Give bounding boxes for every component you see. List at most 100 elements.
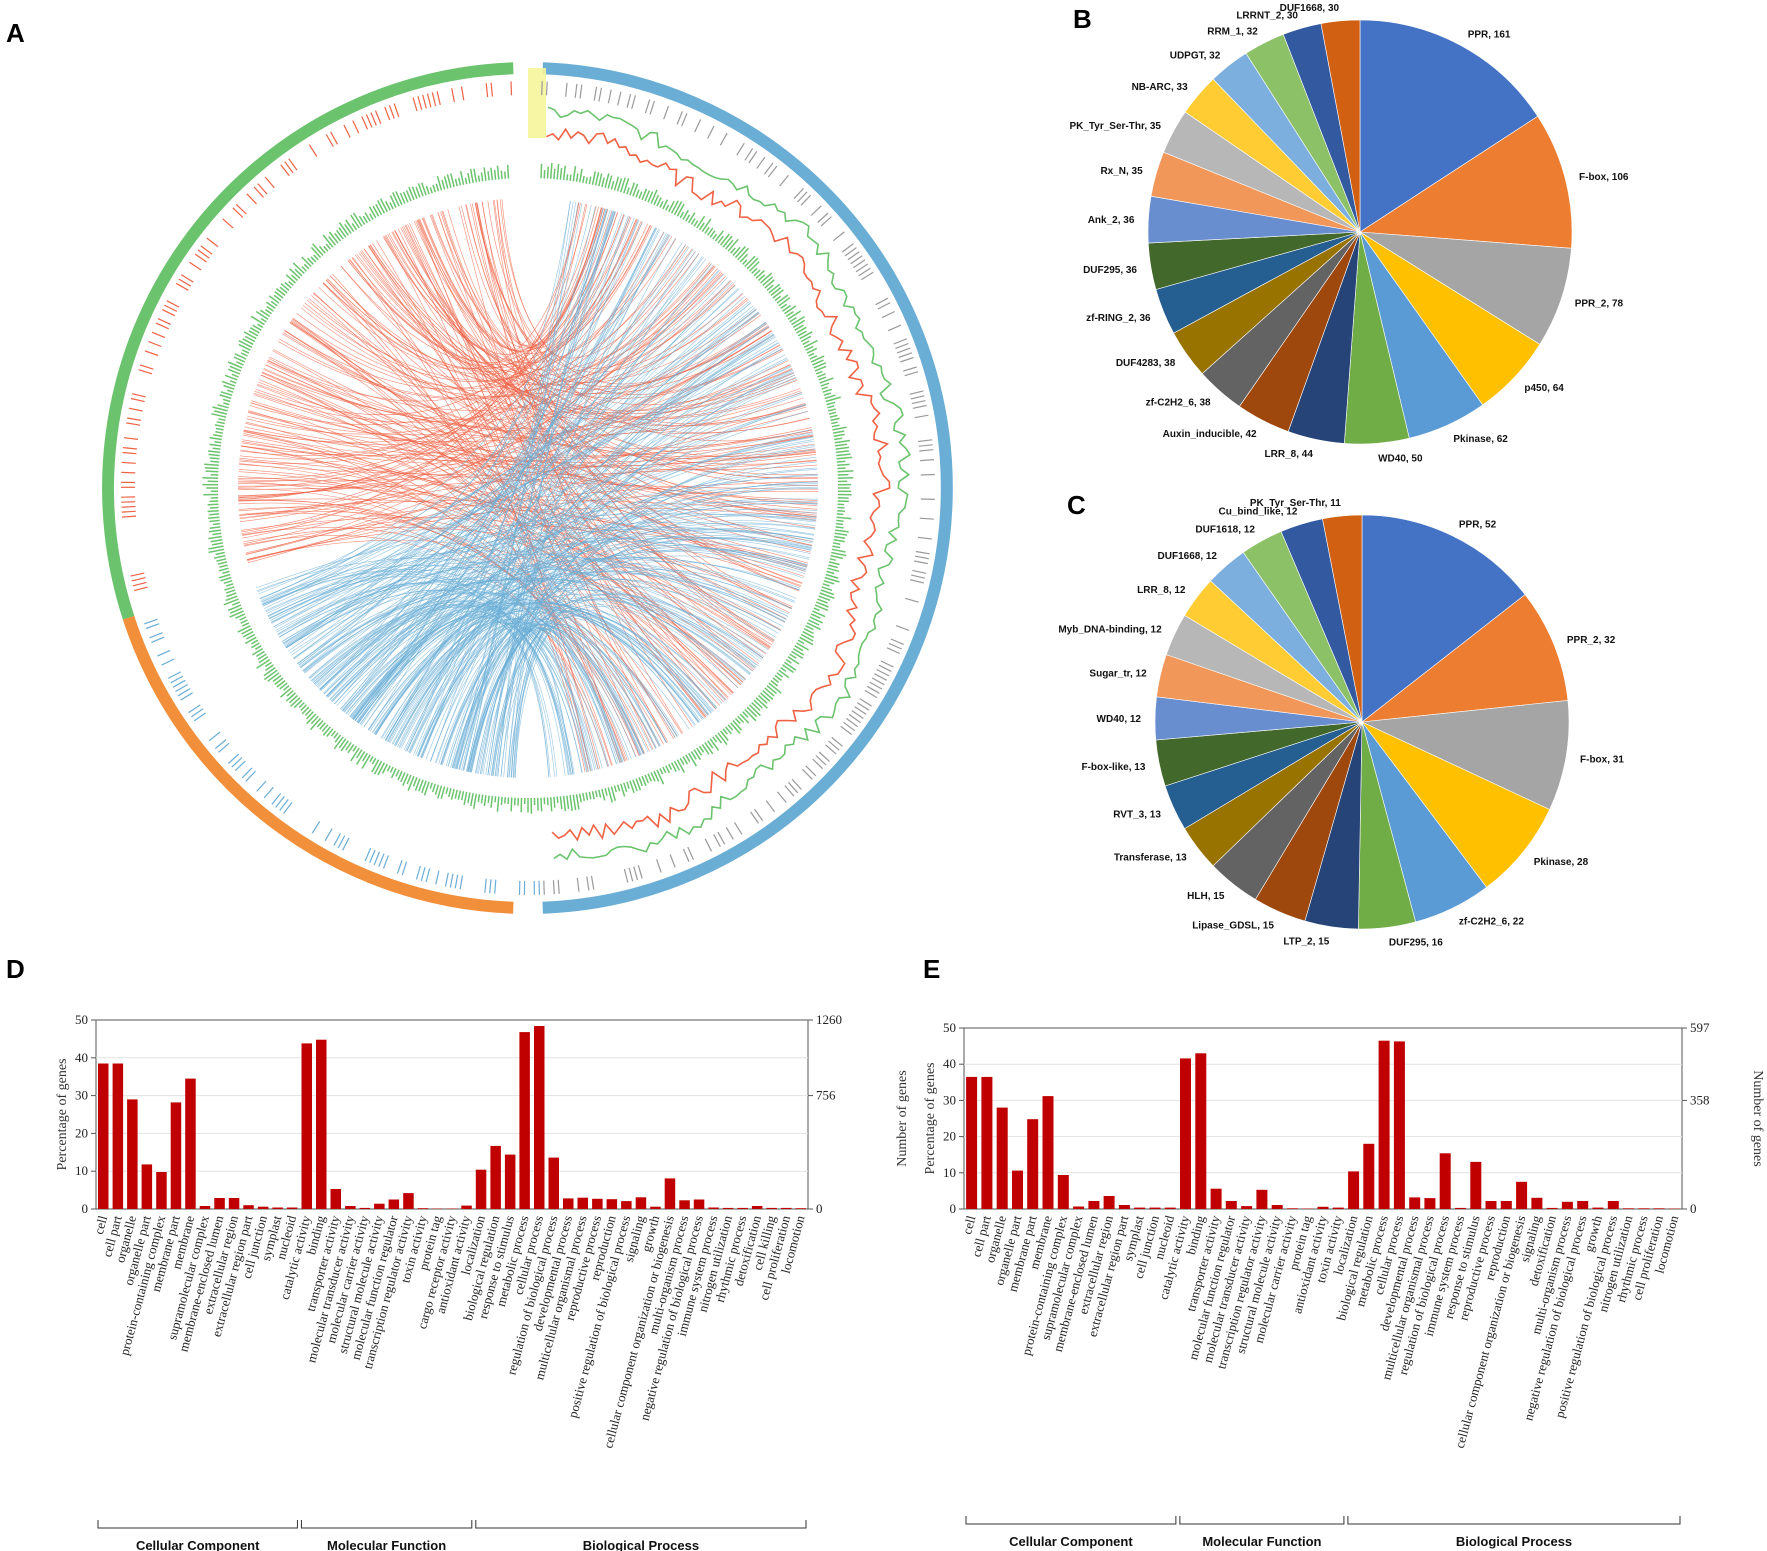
circos-histogram-bar — [701, 218, 712, 233]
circos-link-red — [260, 374, 717, 710]
circos-histogram-bar — [762, 690, 774, 700]
barE-y-tick-label: 40 — [943, 1056, 956, 1071]
circos-tick-mark — [155, 322, 169, 330]
circos-tick-mark — [637, 865, 643, 879]
circos-histogram-bar — [755, 270, 765, 279]
circos-histogram-bar — [822, 583, 830, 587]
circos-segment-3 — [542, 62, 953, 914]
circos-link-blue — [387, 488, 819, 742]
circos-histogram-bar — [835, 522, 844, 526]
circos-histogram-bar — [755, 697, 768, 709]
circos-histogram-bar — [676, 759, 686, 773]
circos-histogram-bar — [254, 645, 262, 650]
circos-histogram-bar — [768, 682, 782, 694]
barD-group-label: Molecular Function — [327, 1538, 446, 1551]
circos-histogram-bar — [294, 268, 303, 277]
circos-tick-mark — [912, 404, 927, 409]
circos-histogram-bar — [256, 658, 271, 669]
circos-tick-mark — [168, 671, 181, 679]
circos-histogram-bar — [494, 796, 497, 803]
circos-link-blue — [355, 432, 813, 722]
circos-histogram-bar — [604, 788, 608, 796]
circos-tick-mark — [890, 638, 904, 645]
circos-link-blue — [358, 411, 808, 724]
circos-histogram-bar — [831, 421, 838, 425]
circos-histogram-bar — [823, 392, 832, 397]
circos-histogram-bar — [682, 756, 689, 765]
circos-histogram-bar — [832, 545, 841, 549]
circos-histogram-bar — [746, 706, 758, 718]
circos-link-blue — [510, 253, 700, 778]
circos-tick-mark — [308, 144, 318, 157]
barE-right-tick-label: 0 — [1690, 1201, 1697, 1216]
circos-histogram-bar — [665, 765, 671, 774]
circos-link-blue — [262, 570, 571, 775]
circos-histogram-bar — [467, 792, 471, 803]
circos-link-blue — [496, 523, 816, 777]
barE-bar — [1500, 1201, 1512, 1209]
circos-histogram-bar — [585, 177, 588, 184]
circos-histogram-bar — [224, 374, 238, 381]
circos-tick-mark — [828, 740, 840, 751]
circos-histogram-bar — [685, 214, 691, 222]
circos-histogram-bar — [616, 178, 623, 192]
circos-histogram-bar — [496, 796, 500, 812]
circos-histogram-bar — [463, 791, 468, 806]
circos-tick-mark — [687, 846, 695, 861]
circos-link-red — [240, 216, 632, 456]
barE-mid-axis-title: Number of genes — [895, 1070, 910, 1166]
barD-bar — [490, 1145, 501, 1209]
circos-tick-mark — [431, 92, 437, 107]
circos-tick-mark — [886, 647, 901, 655]
circos-tick-mark — [748, 151, 758, 164]
circos-histogram-bar — [429, 782, 433, 789]
circos-histogram-bar — [819, 592, 835, 600]
circos-histogram-bar — [219, 394, 232, 400]
circos-link-red — [267, 360, 804, 436]
circos-histogram-bar — [389, 766, 394, 773]
circos-histogram-bar — [831, 548, 846, 553]
circos-histogram-bar — [395, 769, 400, 777]
barD-y-tick-label: 40 — [75, 1050, 88, 1065]
circos-histogram-bar — [289, 268, 301, 279]
circos-histogram-bar — [832, 542, 841, 545]
circos-histogram-bar — [217, 561, 228, 565]
circos-link-blue — [360, 307, 756, 726]
circos-tick-mark — [121, 471, 136, 474]
circos-tick-mark — [844, 247, 857, 257]
circos-tick-mark — [180, 274, 194, 283]
circos-histogram-bar — [746, 257, 759, 270]
circos-histogram-bar — [238, 340, 253, 348]
circos-tick-mark — [545, 81, 548, 96]
circos-tick-mark — [157, 318, 171, 325]
circos-histogram-bar — [285, 274, 296, 284]
circos-link-blue — [319, 513, 817, 690]
circos-tick-mark — [736, 142, 745, 156]
circos-histogram-bar — [233, 356, 246, 363]
circos-histogram-bar — [209, 506, 219, 509]
pieB-slice-label: F-box, 106 — [1579, 172, 1629, 183]
circos-tick-mark — [866, 685, 880, 694]
circos-tick-mark — [288, 158, 298, 171]
circos-histogram-bar — [679, 211, 685, 219]
barE-bar — [1073, 1206, 1085, 1209]
circos-tick-mark — [144, 618, 158, 625]
circos-link-blue — [270, 566, 745, 682]
circos-histogram-bar — [250, 642, 260, 649]
pieC-slice-label: zf-C2H2_6, 22 — [1459, 917, 1524, 928]
circos-histogram-bar — [575, 173, 579, 182]
circos-histogram-bar — [244, 636, 257, 645]
circos-histogram-bar — [670, 762, 677, 772]
circos-histogram-bar — [340, 740, 350, 752]
circos-tick-mark — [579, 84, 583, 99]
barE-y-tick-label: 10 — [943, 1165, 956, 1180]
circos-tick-mark — [825, 744, 837, 755]
circos-link-blue — [265, 508, 817, 613]
circos-histogram-bar — [447, 788, 452, 798]
circos-histogram-bar — [288, 694, 299, 704]
barE-bar — [1561, 1201, 1573, 1209]
pieC-slice-label: DUF1668, 12 — [1158, 551, 1218, 562]
circos-link-blue — [421, 404, 806, 758]
circos-tick-mark — [189, 261, 202, 271]
circos-histogram-bar — [737, 247, 750, 261]
